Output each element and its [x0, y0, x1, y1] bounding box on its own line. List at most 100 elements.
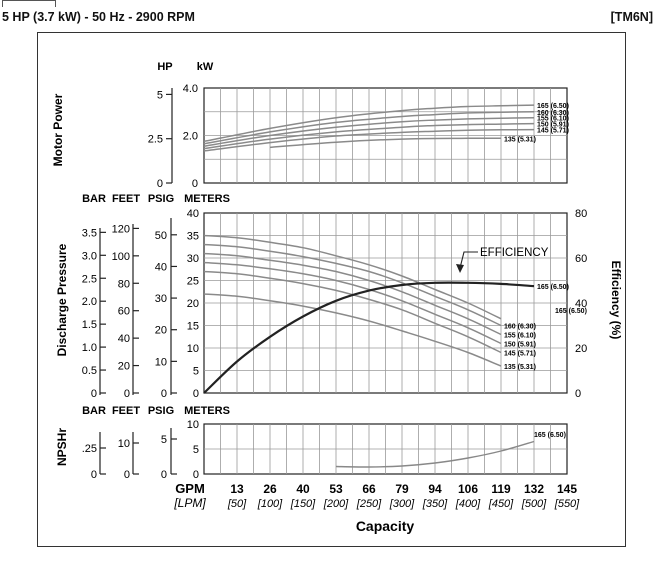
power-curve: [203, 116, 535, 147]
efficiency-curve: [203, 281, 535, 394]
lpm-tick-label: [550]: [554, 498, 580, 510]
meters-tick-label: 25: [187, 276, 199, 288]
pressure-axis-label: Discharge Pressure: [55, 243, 69, 356]
pressure-curve-label: 155 (6.10): [504, 333, 536, 340]
gpm-tick-label: 66: [362, 482, 376, 496]
power-panel: 165 (6.50)160 (6.30)155 (6.10)150 (5.91)…: [51, 61, 569, 190]
meters-tick-label: 35: [187, 231, 199, 243]
pressure-panel: 165 (6.50) 160 (6.30) 155 (6.10) 150 (5.91)…: [55, 193, 623, 400]
gpm-tick-label: 26: [263, 482, 277, 496]
npshr-bar-tick-label: 0: [91, 469, 97, 481]
psig-unit: PSIG: [148, 193, 174, 205]
feet-tick-label: 80: [118, 278, 130, 290]
bar-tick-label: 1.0: [82, 342, 97, 354]
lpm-label: [LPM]: [173, 496, 206, 510]
efficiency-axis-label: Efficiency (%): [609, 261, 623, 340]
efficiency-tick-label: 40: [575, 298, 587, 310]
gpm-label: GPM: [175, 481, 205, 496]
efficiency-tick-label: 60: [575, 253, 587, 265]
feet-tick-label: 60: [118, 306, 130, 318]
bar-tick-label: 1.5: [82, 319, 97, 331]
bar-tick-label: 0.5: [82, 365, 97, 377]
gpm-tick-label: 132: [524, 482, 544, 496]
power-curve-label: 165 (6.50): [537, 103, 569, 110]
gpm-tick-label: 145: [557, 482, 577, 496]
npshr-meters-tick-label: 5: [193, 444, 199, 456]
lpm-tick-label: [500]: [521, 498, 547, 510]
psig-tick-label: 10: [155, 356, 167, 368]
npshr-feet-unit: FEET: [112, 405, 140, 417]
pressure-curve-label: 145 (5.71): [504, 351, 536, 358]
bar-tick-label: 2.5: [82, 273, 97, 285]
power-curve: [203, 111, 535, 145]
bar-tick-label: 2.0: [82, 296, 97, 308]
npshr-axis-label: NPSHr: [55, 428, 69, 466]
feet-tick-label: 0: [124, 388, 130, 400]
meters-tick-label: 5: [193, 366, 199, 378]
gpm-tick-label: 53: [329, 482, 343, 496]
kw-tick-label: 2.0: [183, 131, 198, 143]
pressure-curve: [203, 261, 502, 345]
npshr-bar-unit: BAR: [82, 405, 106, 417]
meters-tick-label: 30: [187, 253, 199, 265]
npshr-meters-tick-label: 10: [187, 419, 199, 431]
bar-unit: BAR: [82, 193, 106, 205]
pressure-curve: [203, 234, 502, 320]
npshr-feet-tick-label: 0: [124, 469, 130, 481]
feet-tick-label: 20: [118, 361, 130, 373]
efficiency-leader-line: [459, 251, 478, 269]
chart-frame: [37, 32, 626, 547]
lpm-tick-label: [100]: [257, 498, 283, 510]
gpm-tick-label: 106: [458, 482, 478, 496]
gpm-tick-label: 40: [296, 482, 310, 496]
pressure-curve: [203, 293, 502, 367]
kw-tick-label: 0: [192, 178, 198, 190]
power-curve-label: 150 (5.91): [537, 122, 569, 129]
capacity-label: Capacity: [356, 518, 415, 534]
npshr-meters-tick-label: 0: [193, 469, 199, 481]
lpm-tick-label: [150]: [290, 498, 316, 510]
psig-tick-label: 30: [155, 293, 167, 305]
feet-tick-label: 40: [118, 333, 130, 345]
npshr-psig-tick-label: 5: [161, 434, 167, 446]
gpm-tick-label: 94: [428, 482, 442, 496]
npshr-panel: 165 (6.50) NPSHr BAR FEET PSIG METERS .2…: [55, 405, 568, 481]
header-tab-mark: [2, 0, 56, 7]
gpm-tick-label: 13: [230, 482, 244, 496]
efficiency-curve-label: 165 (6.50): [537, 284, 569, 291]
pressure-curve-label: 150 (5.91): [504, 342, 536, 349]
power-curve: [203, 104, 535, 143]
npshr-bar-tick-label: .25: [82, 443, 97, 455]
power-curve-label: 145 (5.71): [537, 128, 569, 135]
meters-tick-label: 15: [187, 321, 199, 333]
power-curve: [269, 137, 502, 149]
pressure-curve-label: 135 (5.31): [504, 364, 536, 371]
psig-tick-label: 20: [155, 325, 167, 337]
npshr-curve: [335, 440, 535, 468]
kw-tick-label: 4.0: [183, 83, 198, 95]
bar-tick-label: 3.5: [82, 227, 97, 239]
npshr-meters-unit: METERS: [184, 405, 230, 417]
power-curve-label: 135 (5.31): [504, 136, 536, 143]
lpm-tick-label: [350]: [422, 498, 448, 510]
meters-unit: METERS: [184, 193, 230, 205]
psig-tick-label: 50: [155, 230, 167, 242]
psig-tick-label: 40: [155, 261, 167, 273]
hp-unit: HP: [157, 61, 172, 73]
capacity-axis: GPM [LPM] 13 26 40 53 66 79 94 106 119 132 145 [50…: [173, 481, 580, 534]
efficiency-annotation: EFFICIENCY: [480, 247, 549, 259]
lpm-tick-label: [200]: [323, 498, 349, 510]
chart-title: 5 HP (3.7 kW) - 50 Hz - 2900 RPM: [2, 10, 195, 24]
psig-tick-label: 0: [161, 388, 167, 400]
npshr-feet-tick-label: 10: [118, 438, 130, 450]
pressure-curve: [203, 243, 502, 327]
hp-tick-label: 2.5: [148, 134, 163, 146]
efficiency-tick-label: 80: [575, 208, 587, 220]
pressure-curve-label: 160 (6.30): [504, 324, 536, 331]
meters-tick-label: 40: [187, 208, 199, 220]
lpm-tick-label: [400]: [455, 498, 481, 510]
efficiency-tick-label: 0: [575, 388, 581, 400]
pressure-curve-label: 165 (6.50): [555, 308, 587, 315]
lpm-tick-label: [450]: [488, 498, 514, 510]
